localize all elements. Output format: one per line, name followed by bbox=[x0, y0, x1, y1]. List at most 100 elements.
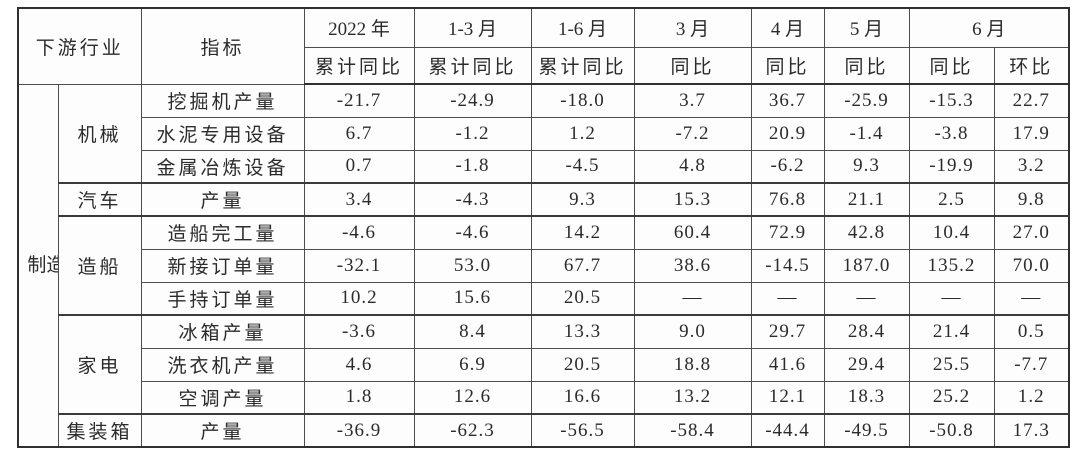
value-cell: 18.3 bbox=[823, 380, 910, 415]
value-cell: 18.8 bbox=[633, 347, 752, 382]
value-cell: 1.2 bbox=[993, 380, 1070, 415]
value-cell: 9.3 bbox=[823, 149, 910, 184]
header-measure-2022-cum-yoy: 累计同比 bbox=[303, 46, 415, 85]
value-cell: 3.2 bbox=[993, 149, 1070, 184]
value-cell: 60.4 bbox=[633, 215, 752, 250]
value-cell: 16.6 bbox=[530, 380, 635, 415]
value-cell: 29.7 bbox=[750, 314, 825, 349]
value-cell: 8.4 bbox=[413, 314, 532, 349]
header-indicator: 指标 bbox=[140, 7, 305, 85]
value-cell: -56.5 bbox=[530, 413, 635, 448]
table-row: 金属冶炼设备 0.7 -1.8 -4.5 4.8 -6.2 9.3 -19.9 … bbox=[18, 149, 1070, 184]
indicator-cell: 手持订单量 bbox=[140, 281, 305, 316]
value-cell: 9.0 bbox=[633, 314, 752, 349]
table-row: 制造业 机械 挖掘机产量 -21.7 -24.9 -18.0 3.7 36.7 … bbox=[17, 83, 1070, 448]
value-cell: 4.6 bbox=[303, 347, 415, 382]
value-cell: 15.3 bbox=[633, 182, 752, 217]
table-row: 空调产量 1.8 12.6 16.6 13.2 12.1 18.3 25.2 1… bbox=[18, 380, 1070, 415]
value-cell: -4.6 bbox=[303, 215, 415, 250]
header-measure-mar-yoy: 同比 bbox=[633, 46, 752, 85]
value-cell: 20.5 bbox=[530, 347, 635, 382]
header-period-may: 5 月 bbox=[823, 7, 910, 48]
table-row: 水泥专用设备 6.7 -1.2 1.2 -7.2 20.9 -1.4 -3.8 … bbox=[18, 116, 1070, 151]
header-period-mar: 3 月 bbox=[633, 7, 752, 48]
value-cell: -50.8 bbox=[908, 413, 995, 448]
header-measure-jun-yoy: 同比 bbox=[908, 46, 995, 85]
header-downstream-industry: 下游行业 bbox=[17, 7, 142, 85]
value-cell: 42.8 bbox=[823, 215, 910, 250]
value-cell: 6.7 bbox=[303, 116, 415, 151]
indicator-cell: 空调产量 bbox=[140, 380, 305, 415]
header-period-2022: 2022 年 bbox=[303, 7, 415, 48]
value-cell: 41.6 bbox=[750, 347, 825, 382]
sector-label: 制造业 bbox=[27, 254, 57, 276]
value-cell: -36.9 bbox=[303, 413, 415, 448]
value-cell: — bbox=[750, 281, 825, 316]
value-cell: — bbox=[993, 281, 1070, 316]
table-row: 家电 冰箱产量 -3.6 8.4 13.3 9.0 29.7 28.4 21.4… bbox=[18, 314, 1070, 415]
value-cell: -14.5 bbox=[750, 248, 825, 283]
value-cell: -58.4 bbox=[633, 413, 752, 448]
value-cell: 9.3 bbox=[530, 182, 635, 217]
value-cell: 13.2 bbox=[633, 380, 752, 415]
group-automobile: 汽车 bbox=[57, 182, 142, 217]
value-cell: 0.5 bbox=[993, 314, 1070, 349]
value-cell: -4.6 bbox=[413, 215, 532, 250]
value-cell: 17.3 bbox=[993, 413, 1070, 448]
value-cell: 1.8 bbox=[303, 380, 415, 415]
value-cell: 17.9 bbox=[993, 116, 1070, 151]
table-row: 洗衣机产量 4.6 6.9 20.5 18.8 41.6 29.4 25.5 -… bbox=[18, 347, 1070, 382]
group-shipbuilding: 造船 bbox=[57, 215, 142, 316]
header-measure-q1-cum-yoy: 累计同比 bbox=[413, 46, 532, 85]
value-cell: 135.2 bbox=[908, 248, 995, 283]
indicator-cell: 水泥专用设备 bbox=[140, 116, 305, 151]
value-cell: -49.5 bbox=[823, 413, 910, 448]
header-period-jun: 6 月 bbox=[908, 7, 1070, 48]
value-cell: 76.8 bbox=[750, 182, 825, 217]
value-cell: 28.4 bbox=[823, 314, 910, 349]
value-cell: -4.3 bbox=[413, 182, 532, 217]
value-cell: — bbox=[823, 281, 910, 316]
value-cell: 21.1 bbox=[823, 182, 910, 217]
value-cell: 12.6 bbox=[413, 380, 532, 415]
value-cell: 0.7 bbox=[303, 149, 415, 184]
table-row: 集装箱 产量 -36.9 -62.3 -56.5 -58.4 -44.4 -49… bbox=[18, 413, 1070, 448]
group-containers: 集装箱 bbox=[57, 413, 142, 448]
value-cell: 14.2 bbox=[530, 215, 635, 250]
value-cell: 25.2 bbox=[908, 380, 995, 415]
value-cell: 187.0 bbox=[823, 248, 910, 283]
header-period-apr: 4 月 bbox=[750, 7, 825, 48]
value-cell: 6.9 bbox=[413, 347, 532, 382]
value-cell: 10.4 bbox=[908, 215, 995, 250]
header-measure-may-yoy: 同比 bbox=[823, 46, 910, 85]
value-cell: -4.5 bbox=[530, 149, 635, 184]
header-row-measures: 累计同比 累计同比 累计同比 同比 同比 同比 同比 环比 bbox=[18, 46, 1070, 85]
value-cell: 20.5 bbox=[530, 281, 635, 316]
indicator-cell: 产量 bbox=[140, 182, 305, 217]
value-cell: 2.5 bbox=[908, 182, 995, 217]
value-cell: 12.1 bbox=[750, 380, 825, 415]
table-row: 汽车 产量 3.4 -4.3 9.3 15.3 76.8 21.1 2.5 9.… bbox=[18, 182, 1070, 217]
value-cell: -25.9 bbox=[823, 83, 910, 118]
sector-manufacturing: 制造业 bbox=[17, 83, 59, 448]
value-cell: — bbox=[633, 281, 752, 316]
value-cell: -1.2 bbox=[413, 116, 532, 151]
value-cell: 27.0 bbox=[993, 215, 1070, 250]
group-home-appliances: 家电 bbox=[57, 314, 142, 415]
value-cell: 38.6 bbox=[633, 248, 752, 283]
value-cell: -7.7 bbox=[993, 347, 1070, 382]
value-cell: -18.0 bbox=[530, 83, 635, 118]
value-cell: -3.6 bbox=[303, 314, 415, 349]
value-cell: -1.8 bbox=[413, 149, 532, 184]
value-cell: 10.2 bbox=[303, 281, 415, 316]
value-cell: — bbox=[908, 281, 995, 316]
value-cell: 25.5 bbox=[908, 347, 995, 382]
header-measure-h1-cum-yoy: 累计同比 bbox=[530, 46, 635, 85]
value-cell: 1.2 bbox=[530, 116, 635, 151]
header-measure-jun-mom: 环比 bbox=[993, 46, 1070, 85]
value-cell: 21.4 bbox=[908, 314, 995, 349]
value-cell: -62.3 bbox=[413, 413, 532, 448]
industry-indicator-table: 下游行业 指标 2022 年 1-3 月 1-6 月 3 月 4 月 5 月 6… bbox=[17, 7, 1071, 448]
indicator-cell: 产量 bbox=[140, 413, 305, 448]
